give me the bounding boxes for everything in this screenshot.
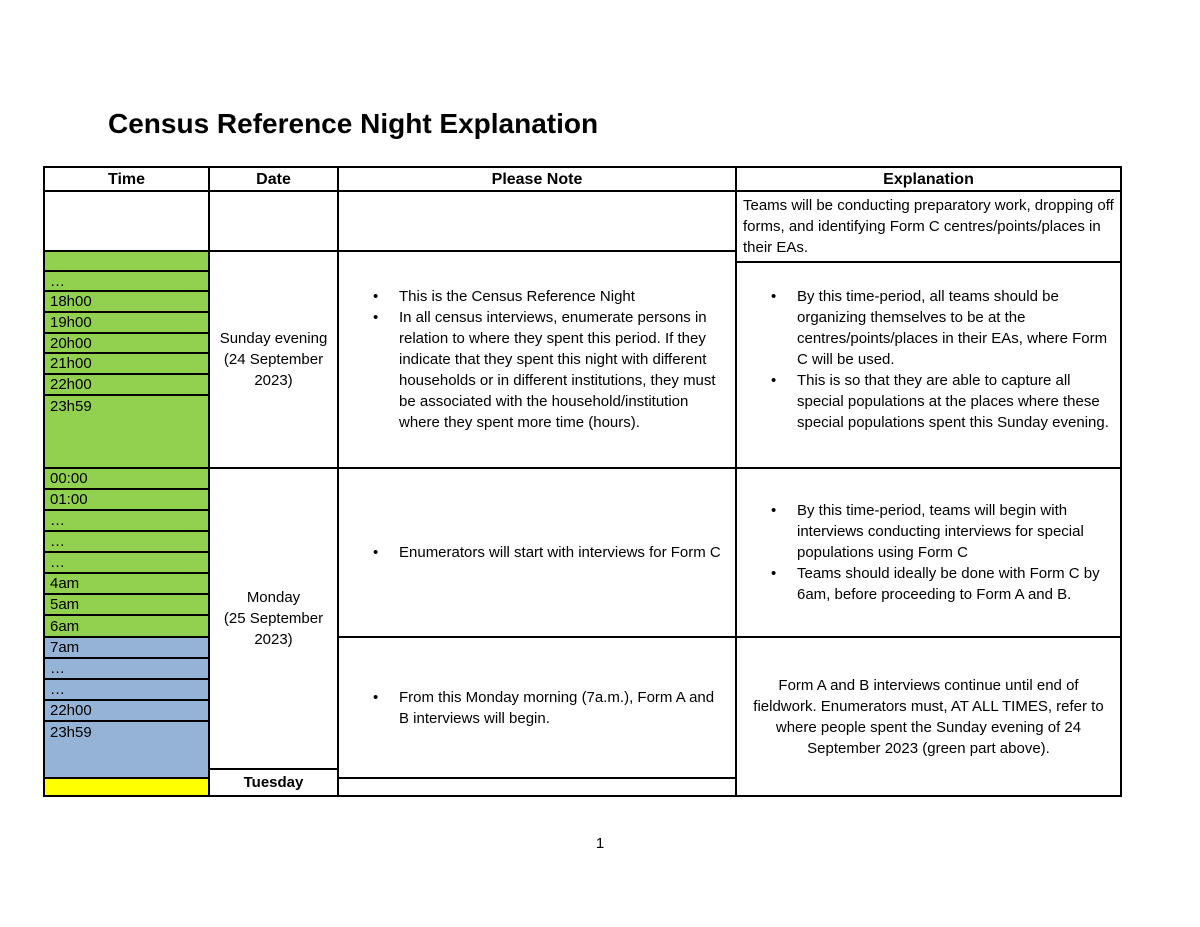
explanation-bullet: • By this time-period, all teams should …	[737, 286, 1120, 370]
bullet-icon: •	[771, 565, 777, 582]
header-explanation: Explanation	[737, 168, 1120, 192]
note-text: From this Monday morning (7a.m.), Form A…	[399, 688, 715, 727]
monday-date-cell: Monday (25 September 2023)	[210, 469, 337, 770]
explanation-bullet: • This is so that they are able to captu…	[737, 370, 1120, 433]
time-cell: 21h00	[45, 354, 208, 375]
explanation-text: By this time-period, all teams should be…	[797, 288, 1108, 368]
time-cell: 6am	[45, 616, 208, 638]
header-time: Time	[45, 168, 208, 192]
monday-form-c-explanation-cell: • By this time-period, teams will begin …	[737, 469, 1120, 638]
bullet-icon: •	[373, 288, 379, 305]
header-please-note: Please Note	[339, 168, 735, 192]
sunday-row: … 18h00 19h00 20h00 21h00 22h00 23h59 Su…	[45, 252, 1120, 469]
note-bullet: • In all census interviews, enumerate pe…	[339, 307, 735, 433]
monday-form-c-note-cell: • Enumerators will start with interviews…	[339, 469, 735, 638]
prep-row: Teams will be conducting preparatory wor…	[45, 192, 1120, 263]
explanation-text: By this time-period, teams will begin wi…	[797, 502, 1084, 561]
time-cell: 7am	[45, 638, 208, 659]
sunday-time-column: … 18h00 19h00 20h00 21h00 22h00 23h59	[45, 252, 210, 469]
time-cell: …	[45, 511, 208, 532]
time-cell: …	[45, 659, 208, 680]
prep-time-cell	[45, 192, 208, 252]
bullet-icon: •	[771, 372, 777, 389]
note-text: This is the Census Reference Night	[399, 288, 635, 305]
bullet-icon: •	[373, 309, 379, 326]
time-cell: 01:00	[45, 490, 208, 511]
prep-note-cell	[339, 192, 735, 252]
time-cell: 20h00	[45, 334, 208, 354]
time-cell: 18h00	[45, 292, 208, 313]
bullet-icon: •	[373, 544, 379, 561]
explanation-text: Form A and B interviews continue until e…	[753, 676, 1104, 757]
explanation-text: This is so that they are able to capture…	[797, 372, 1109, 431]
time-cell: 5am	[45, 595, 208, 616]
note-text: Enumerators will start with interviews f…	[399, 544, 721, 561]
time-cell: …	[45, 680, 208, 701]
explanation-bullet: • By this time-period, teams will begin …	[737, 500, 1120, 563]
explanation-bullet: • Teams should ideally be done with Form…	[737, 563, 1120, 605]
sunday-explanation-cell: • By this time-period, all teams should …	[737, 252, 1120, 469]
time-cell	[45, 252, 208, 272]
time-cell: 22h00	[45, 701, 208, 722]
time-cell: 00:00	[45, 469, 208, 490]
note-bullet: • Enumerators will start with interviews…	[339, 542, 735, 563]
monday-tuesday-block: 00:00 01:00 … … … 4am 5am 6am 7am … … 22…	[45, 469, 1120, 795]
explanation-text: Teams should ideally be done with Form C…	[797, 565, 1100, 603]
monday-explanation-column: • By this time-period, teams will begin …	[737, 469, 1120, 795]
table-header-row: Time Date Please Note Explanation	[45, 168, 1120, 192]
bullet-icon: •	[373, 688, 379, 706]
time-cell: 22h00	[45, 375, 208, 396]
tuesday-date-cell: Tuesday	[243, 774, 304, 791]
prep-date-cell	[210, 192, 337, 252]
sunday-note-cell: • This is the Census Reference Night • I…	[339, 252, 735, 469]
page-number: 1	[595, 835, 605, 852]
monday-note-column: • Enumerators will start with interviews…	[339, 469, 737, 795]
header-date: Date	[210, 168, 337, 192]
monday-form-ab-note-cell: • From this Monday morning (7a.m.), Form…	[339, 638, 735, 779]
tuesday-note-cell	[339, 779, 735, 795]
tuesday-time-cell	[45, 779, 208, 795]
monday-form-ab-explanation-cell: Form A and B interviews continue until e…	[737, 638, 1120, 795]
bullet-icon: •	[771, 502, 777, 519]
time-cell: 4am	[45, 574, 208, 595]
census-reference-table: Time Date Please Note Explanation Teams …	[43, 166, 1122, 797]
page-title: Census Reference Night Explanation	[108, 108, 599, 139]
prep-explanation-cell: Teams will be conducting preparatory wor…	[737, 192, 1120, 263]
sunday-date-cell: Sunday evening (24 September 2023)	[210, 252, 337, 469]
note-text: In all census interviews, enumerate pers…	[399, 309, 716, 431]
note-bullet: • This is the Census Reference Night	[339, 286, 735, 307]
time-cell: …	[45, 272, 208, 292]
time-cell: 23h59	[45, 396, 208, 469]
note-bullet: • From this Monday morning (7a.m.), Form…	[339, 687, 735, 729]
bullet-icon: •	[771, 288, 777, 305]
time-cell: 23h59	[45, 722, 208, 779]
monday-date-column: Monday (25 September 2023) Tuesday	[210, 469, 339, 795]
time-cell: …	[45, 553, 208, 574]
monday-time-column: 00:00 01:00 … … … 4am 5am 6am 7am … … 22…	[45, 469, 210, 795]
time-cell: 19h00	[45, 313, 208, 334]
time-cell: …	[45, 532, 208, 553]
